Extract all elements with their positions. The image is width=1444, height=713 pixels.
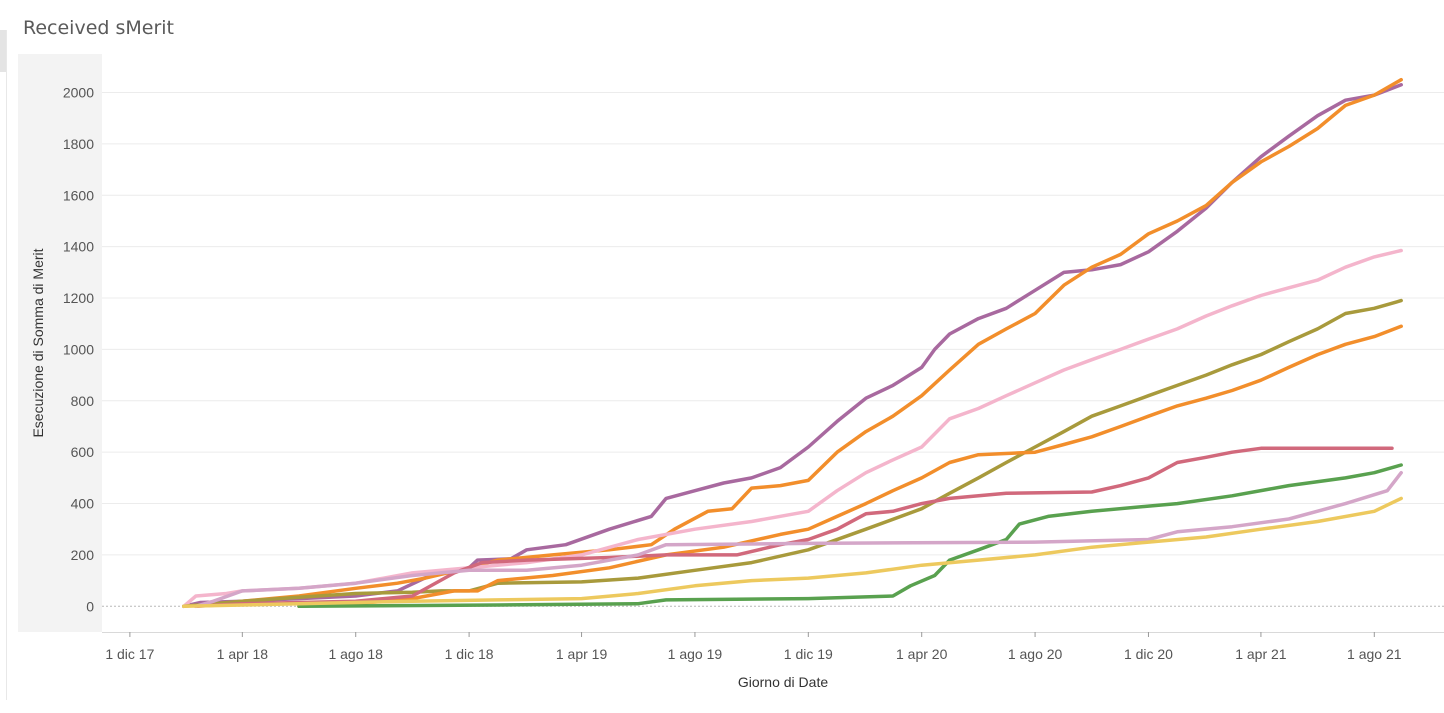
- series-line-9[interactable]: [182, 496, 1403, 609]
- x-tick-label: 1 dic 19: [784, 646, 833, 662]
- y-tick-label: 1800: [63, 136, 94, 152]
- y-tick-label: 2000: [63, 85, 94, 101]
- series-line-5[interactable]: [297, 324, 1403, 609]
- panel-edge-tab: [0, 30, 7, 72]
- x-tick-label: 1 apr 21: [1235, 646, 1287, 662]
- y-tick-label: 0: [86, 598, 94, 614]
- series-line-8[interactable]: [194, 470, 1403, 609]
- x-tick-label: 1 apr 18: [217, 646, 269, 662]
- x-tick-label: 1 ago 21: [1347, 646, 1402, 662]
- x-tick-label: 1 dic 17: [105, 646, 154, 662]
- x-tick-label: 1 dic 20: [1124, 646, 1173, 662]
- x-tick-label: 1 apr 20: [896, 646, 948, 662]
- series-line-7[interactable]: [297, 463, 1403, 609]
- chart-title: Received sMerit: [23, 17, 175, 39]
- x-tick-label: 1 apr 19: [556, 646, 608, 662]
- y-tick-label: 800: [71, 393, 95, 409]
- y-axis-title: Esecuzione di Somma di Merit: [30, 248, 46, 437]
- panel-edge-rule: [6, 30, 7, 700]
- y-axis: 0 200 400 600 800 1000 1200 1400 1600 1800 2000: [63, 85, 94, 615]
- y-tick-label: 1000: [63, 341, 94, 357]
- x-axis: 1 dic 17 1 apr 18 1 ago 18 1 dic 18 1 apr 19…: [102, 632, 1444, 662]
- x-tick-label: 1 ago 18: [328, 646, 383, 662]
- y-tick-label: 600: [71, 444, 95, 460]
- x-axis-title: Giorno di Date: [738, 674, 828, 690]
- y-tick-label: 1600: [63, 187, 94, 203]
- gridlines: [102, 92, 1444, 607]
- y-axis-panel: [18, 54, 102, 632]
- x-tick-label: 1 ago 20: [1008, 646, 1063, 662]
- y-tick-label: 1200: [63, 290, 94, 306]
- y-tick-label: 1400: [63, 239, 94, 255]
- x-tick-label: 1 ago 19: [668, 646, 723, 662]
- y-tick-label: 200: [71, 547, 95, 563]
- series-group: [182, 77, 1403, 609]
- x-tick-label: 1 dic 18: [445, 646, 494, 662]
- y-tick-label: 400: [71, 496, 95, 512]
